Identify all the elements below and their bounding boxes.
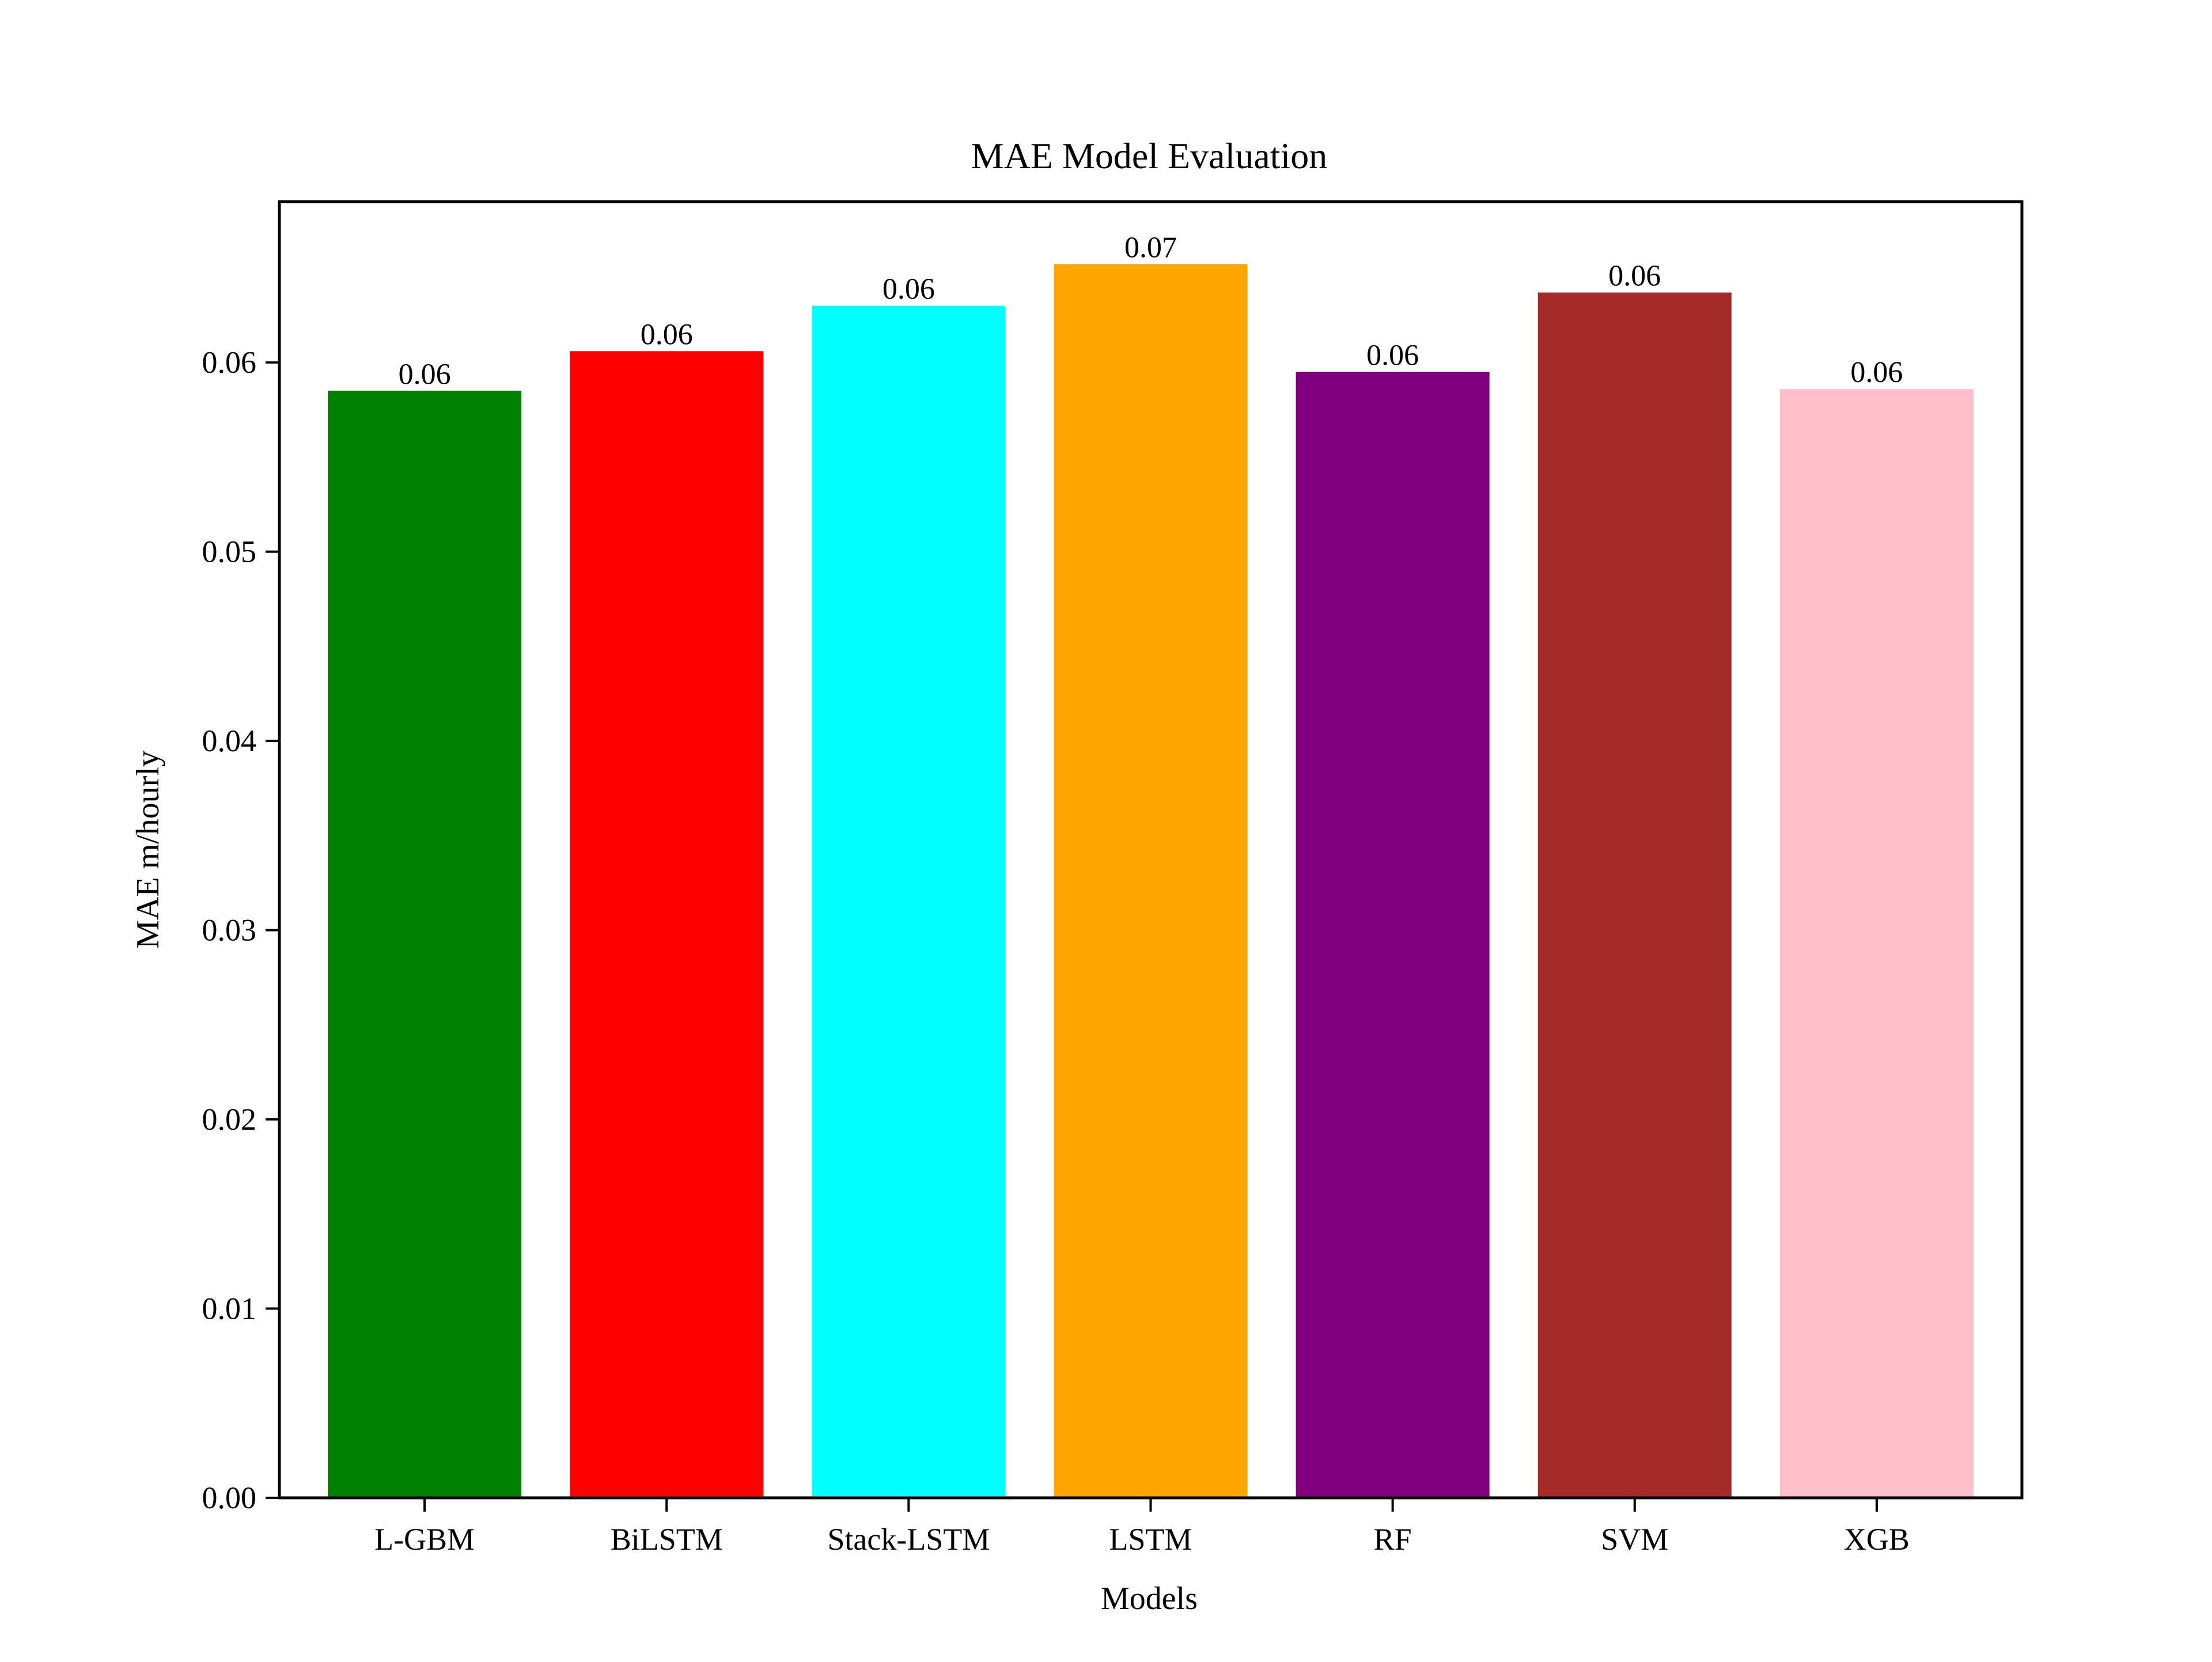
x-axis: L-GBM BiLSTM Stack-LSTM LSTM RF SVM XGB [374,1498,1910,1557]
x-tick-label-svm: SVM [1601,1522,1668,1557]
bar-l-gbm [328,391,522,1498]
y-tick-label: 0.02 [202,1102,257,1137]
value-label-stack-lstm: 0.06 [882,273,935,306]
value-labels-layer: 0.06 0.06 0.06 0.07 0.06 0.06 0.06 [399,231,1903,391]
x-tick-label-lstm: LSTM [1109,1522,1192,1557]
x-tick-label-xgb: XGB [1844,1522,1910,1557]
value-label-bilstm: 0.06 [641,318,693,351]
y-tick-label: 0.01 [202,1292,257,1326]
y-tick-label: 0.05 [202,535,257,569]
plot-frame [278,200,2024,1500]
x-tick-label-rf: RF [1374,1522,1412,1557]
y-axis-label: MAE m/hourly [130,751,166,949]
bar-bilstm [570,351,764,1498]
chart-title: MAE Model Evaluation [971,135,1328,176]
value-label-rf: 0.06 [1366,339,1419,372]
y-tick-label: 0.06 [202,345,257,380]
bar-stack-lstm [812,305,1006,1498]
value-label-svm: 0.06 [1608,260,1661,293]
y-tick-label: 0.03 [202,913,257,948]
x-axis-label: Models [1101,1581,1198,1616]
y-tick-label: 0.04 [202,724,257,758]
bar-lstm [1054,264,1248,1498]
value-label-lstm: 0.07 [1124,231,1177,264]
value-label-l-gbm: 0.06 [399,358,451,391]
y-tick-label: 0.00 [202,1481,257,1515]
bar-svm [1537,292,1732,1498]
value-label-xgb: 0.06 [1850,356,1903,389]
bar-rf [1296,372,1490,1498]
x-tick-label-stack-lstm: Stack-LSTM [827,1522,990,1557]
bar-xgb [1779,389,1974,1498]
x-tick-label-bilstm: BiLSTM [611,1522,723,1557]
bars-layer [328,264,1974,1498]
x-tick-label-l-gbm: L-GBM [374,1522,475,1557]
y-axis: 0.00 0.01 0.02 0.03 0.04 0.05 0.06 [202,345,279,1515]
